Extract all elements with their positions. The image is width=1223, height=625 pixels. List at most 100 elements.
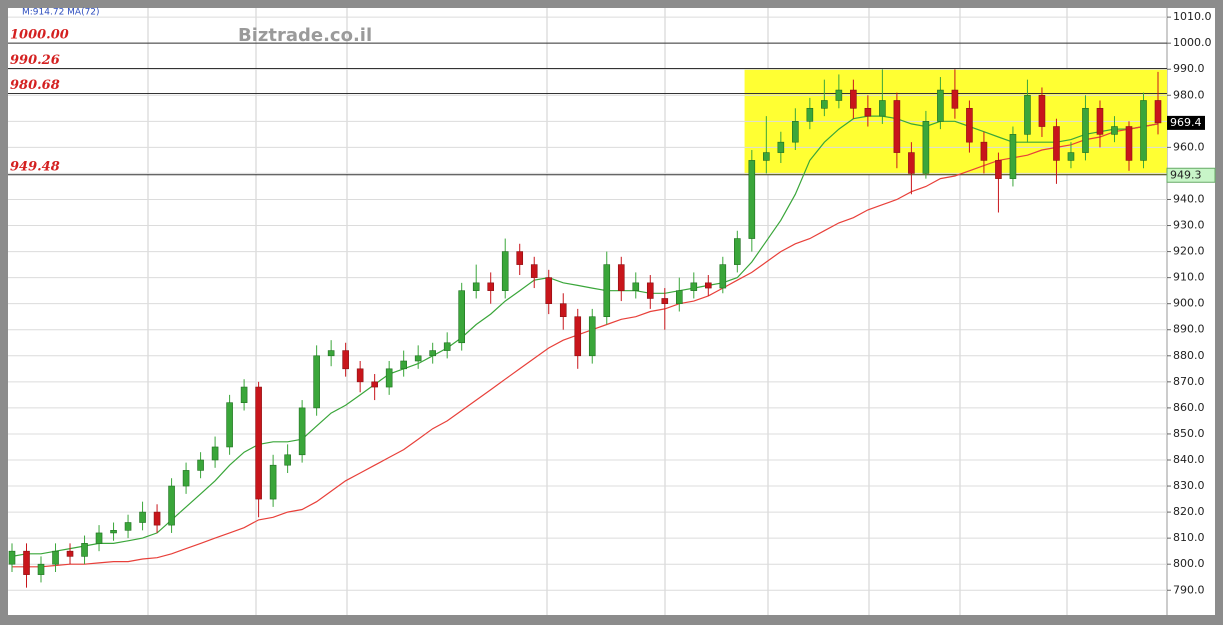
candle-body (588, 316, 596, 357)
candle-body (313, 355, 320, 409)
candle-body (66, 550, 74, 557)
candle-body (966, 107, 973, 143)
level-label: 949.48 (10, 159, 60, 174)
candle-body (52, 550, 59, 565)
candle-body (661, 298, 669, 304)
candle-body (1053, 126, 1060, 161)
y-tick-label: 870.0 (1173, 375, 1205, 388)
candle-body (530, 264, 538, 278)
candle-body (458, 290, 465, 344)
y-tick-label: 890.0 (1173, 323, 1205, 336)
candle-body (516, 251, 524, 265)
candle-body (1140, 100, 1147, 161)
y-tick-label: 1010.0 (1173, 10, 1212, 23)
candle-body (356, 368, 364, 383)
y-tick-label: 800.0 (1173, 557, 1205, 570)
candle-body (545, 277, 553, 304)
candle-body (255, 386, 262, 500)
y-tick-label: 860.0 (1173, 401, 1205, 414)
candle-body (734, 238, 741, 265)
candle-body (995, 160, 1002, 179)
candle-body (400, 360, 407, 370)
candle-body (922, 121, 930, 174)
candle-body (908, 152, 915, 174)
candle-body (617, 264, 625, 291)
candle-body (240, 386, 248, 403)
candle-body (1024, 94, 1031, 135)
candle-body (1067, 152, 1075, 161)
y-tick-label: 910.0 (1173, 271, 1205, 284)
candle-body (429, 350, 436, 357)
candle-body (1082, 107, 1089, 153)
y-tick-label: 990.0 (1173, 62, 1205, 75)
y-tick-label: 920.0 (1173, 245, 1205, 258)
y-tick-label: 930.0 (1173, 219, 1205, 232)
candle-body (139, 511, 146, 523)
candle-body (211, 446, 219, 461)
candle-body (1009, 134, 1017, 179)
candle-body (777, 141, 785, 153)
candle-body (124, 522, 132, 531)
candle-body (501, 251, 509, 291)
candle-body (1096, 107, 1104, 135)
candle-body (821, 100, 828, 109)
y-tick-label: 960.0 (1173, 140, 1205, 153)
candle-body (284, 454, 291, 466)
candle-body (342, 350, 349, 370)
candle-body (153, 511, 161, 526)
last-price-label: 969.4 (1170, 116, 1202, 129)
candle-body (893, 100, 901, 153)
candle-body (95, 532, 103, 544)
candle-body (414, 355, 422, 362)
candle-body (81, 543, 88, 557)
candle-body (487, 282, 495, 291)
candle-body (269, 464, 277, 500)
candle-body (168, 485, 175, 526)
y-tick-label: 980.0 (1173, 88, 1205, 101)
level-label: 990.26 (10, 53, 60, 68)
candle-body (937, 89, 944, 122)
candle-body (690, 282, 698, 291)
candle-body (23, 550, 30, 575)
candle-body (37, 563, 45, 575)
candle-body (806, 107, 814, 122)
candle-body (327, 350, 335, 357)
level-label: 1000.00 (10, 28, 69, 43)
candle-body (719, 264, 727, 289)
candle-body (1111, 126, 1118, 135)
candle-body (574, 316, 582, 357)
candle-body (8, 550, 16, 565)
candle-body (632, 282, 640, 291)
candle-body (1125, 126, 1133, 161)
price-tag-label: 949.3 (1170, 168, 1202, 181)
price-tag (1166, 167, 1216, 183)
y-tick-label: 840.0 (1173, 453, 1205, 466)
y-tick-label: 1000.0 (1173, 36, 1212, 49)
candle-body (226, 402, 233, 448)
candle-body (472, 282, 480, 291)
candle-body (1154, 100, 1162, 124)
candle-body (980, 141, 988, 161)
candle-body (385, 368, 393, 388)
y-tick-label: 880.0 (1173, 349, 1205, 362)
candle-body (763, 152, 770, 161)
y-tick-label: 850.0 (1173, 427, 1205, 440)
y-tick-label: 820.0 (1173, 505, 1205, 518)
candle-body (559, 303, 567, 318)
candle-body (792, 121, 799, 143)
candle-body (298, 407, 306, 456)
candle-body (864, 107, 872, 117)
candle-body (675, 290, 683, 304)
candle-body (951, 89, 959, 109)
candle-body (197, 459, 204, 471)
candle-body (371, 381, 378, 388)
legend-text: M:914.72 MA(72) (22, 8, 100, 18)
candle-body (705, 282, 712, 289)
y-tick-label: 940.0 (1173, 192, 1205, 205)
y-tick-label: 900.0 (1173, 297, 1205, 310)
y-tick-label: 810.0 (1173, 531, 1205, 544)
candle-body (443, 342, 451, 351)
candle-body (835, 89, 843, 101)
candle-body (850, 89, 857, 109)
